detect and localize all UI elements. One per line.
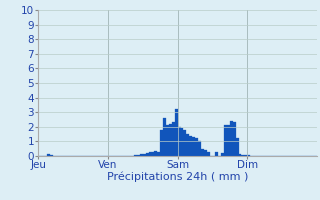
Bar xyxy=(47,154,50,156)
Bar xyxy=(207,152,210,156)
Bar xyxy=(227,125,230,156)
X-axis label: Précipitations 24h ( mm ): Précipitations 24h ( mm ) xyxy=(107,172,248,182)
Bar xyxy=(160,130,163,156)
Bar xyxy=(241,155,244,156)
Bar xyxy=(148,152,151,156)
Bar xyxy=(238,154,241,156)
Bar xyxy=(201,149,204,156)
Bar xyxy=(143,154,146,156)
Bar xyxy=(151,152,155,156)
Bar xyxy=(140,154,143,156)
Bar xyxy=(183,130,186,156)
Bar xyxy=(192,137,195,156)
Bar xyxy=(186,134,189,156)
Bar xyxy=(175,109,178,156)
Bar xyxy=(224,125,227,156)
Bar xyxy=(204,150,207,156)
Bar xyxy=(155,151,157,156)
Bar xyxy=(244,155,247,156)
Bar xyxy=(198,141,201,156)
Bar xyxy=(50,155,53,156)
Bar xyxy=(172,122,175,156)
Bar xyxy=(230,121,233,156)
Bar xyxy=(134,155,137,156)
Bar xyxy=(233,122,236,156)
Bar xyxy=(178,127,180,156)
Bar xyxy=(221,153,224,156)
Bar xyxy=(195,138,198,156)
Bar xyxy=(215,152,218,156)
Bar xyxy=(247,155,250,156)
Bar xyxy=(157,152,160,156)
Bar xyxy=(180,128,183,156)
Bar xyxy=(166,125,169,156)
Bar xyxy=(169,124,172,156)
Bar xyxy=(146,153,148,156)
Bar xyxy=(137,155,140,156)
Bar xyxy=(189,136,192,156)
Bar xyxy=(163,118,166,156)
Bar xyxy=(236,138,238,156)
